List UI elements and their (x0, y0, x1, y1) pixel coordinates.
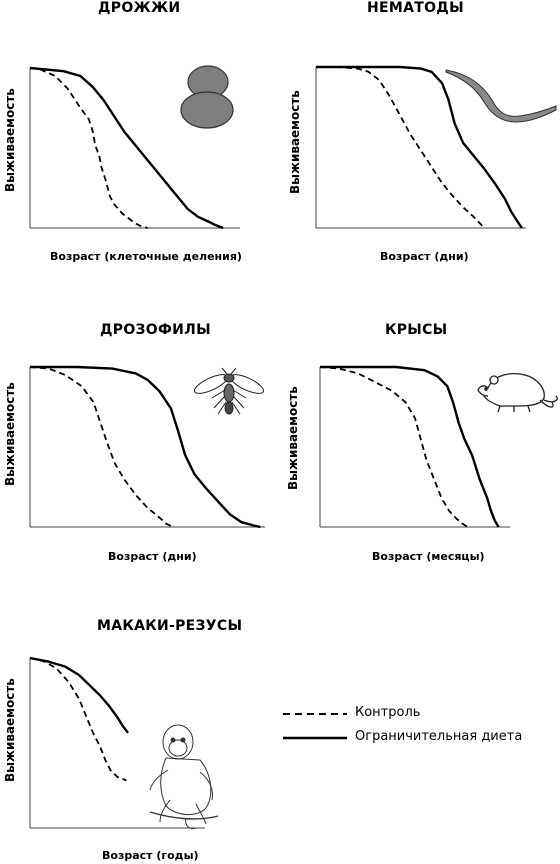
chart-title-rats: КРЫСЫ (385, 322, 448, 338)
chart-title-nematodes: НЕМАТОДЫ (367, 0, 464, 16)
series-line-drosophila-restricted (30, 365, 261, 529)
fly-icon (193, 367, 265, 415)
chart-title-yeast: ДРОЖЖИ (98, 0, 181, 16)
x-axis-label-yeast: Возраст (клеточные деления) (50, 250, 242, 263)
chart-title-drosophila: ДРОЗОФИЛЫ (100, 322, 211, 338)
series-line-macaques-restricted (29, 656, 129, 734)
series-line-yeast-restricted (29, 66, 224, 230)
x-axis-label-drosophila: Возраст (дни) (108, 550, 197, 563)
legend-control-label: Контроль (355, 705, 421, 720)
series-line-rats-restricted (320, 365, 500, 528)
series-line-macaques-control (29, 657, 127, 782)
yeast-icon (180, 65, 234, 129)
x-axis-label-rats: Возраст (месяцы) (372, 550, 485, 563)
legend-restricted-label: Ограничительная диета (355, 729, 523, 744)
legend-control-line (283, 713, 347, 715)
series-line-nematodes-restricted (316, 65, 523, 229)
legend-restricted-line (283, 736, 347, 740)
series-line-drosophila-control (29, 366, 174, 528)
rat-icon (477, 372, 558, 413)
series-line-rats-control (319, 366, 469, 528)
series-line-yeast-control (29, 67, 148, 229)
nematode-icon (445, 69, 557, 123)
chart-title-macaques: МАКАКИ-РЕЗУСЫ (97, 618, 243, 634)
x-axis-label-nematodes: Возраст (дни) (380, 250, 469, 263)
x-axis-label-macaques: Возраст (годы) (102, 849, 199, 862)
monkey-icon (149, 724, 219, 829)
